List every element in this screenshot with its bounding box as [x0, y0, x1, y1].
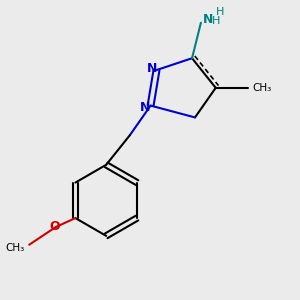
Text: CH₃: CH₃ — [253, 83, 272, 93]
Text: H: H — [216, 7, 224, 17]
Text: O: O — [49, 220, 60, 233]
Text: CH₃: CH₃ — [5, 243, 25, 253]
Text: H: H — [212, 16, 220, 26]
Text: N: N — [203, 13, 214, 26]
Text: N: N — [140, 100, 150, 114]
Text: N: N — [147, 62, 157, 75]
